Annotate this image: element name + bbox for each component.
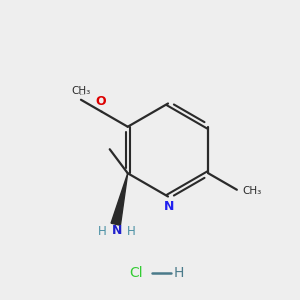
Text: N: N xyxy=(111,224,122,237)
Text: Cl: Cl xyxy=(130,266,143,280)
Text: N: N xyxy=(164,200,174,213)
Text: H: H xyxy=(173,266,184,280)
Text: methoxy: methoxy xyxy=(80,94,86,95)
Text: H: H xyxy=(98,225,106,238)
Polygon shape xyxy=(111,173,128,225)
Text: O: O xyxy=(95,95,106,108)
Text: H: H xyxy=(127,225,136,238)
Text: CH₃: CH₃ xyxy=(71,86,91,96)
Text: CH₃: CH₃ xyxy=(242,186,262,196)
